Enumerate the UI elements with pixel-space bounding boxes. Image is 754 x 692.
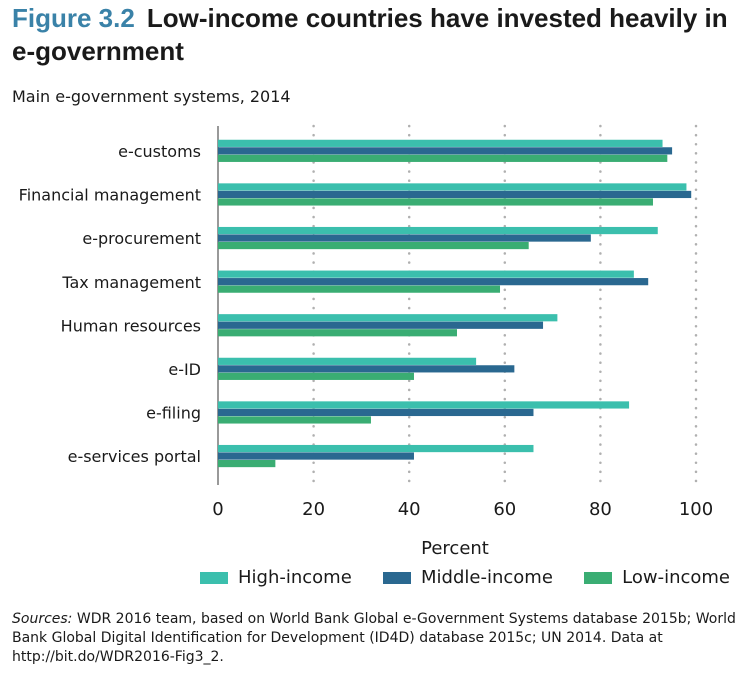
- bar: [218, 357, 477, 365]
- bar: [218, 329, 457, 337]
- bar: [218, 241, 529, 250]
- legend-item-middle-income: Middle-income: [383, 567, 553, 588]
- bar-chart: e-customs Financial management e-procureme…: [19, 124, 713, 559]
- bar: [218, 234, 591, 242]
- legend-item-high-income: High-income: [200, 567, 352, 588]
- source-label: Sources:: [12, 611, 73, 627]
- bar: [218, 278, 649, 286]
- legend-item-low-income: Low-income: [584, 567, 730, 588]
- bar: [218, 452, 414, 460]
- figure-title: Figure 3.2 Low-income countries have inve…: [12, 2, 747, 68]
- x-tick-label: 0: [212, 499, 223, 520]
- bar: [218, 321, 544, 329]
- category-label: e-ID: [168, 360, 201, 379]
- legend-label-middle-income: Middle-income: [421, 567, 553, 588]
- legend-label-low-income: Low-income: [622, 567, 730, 588]
- bar: [218, 314, 558, 322]
- bar: [218, 416, 371, 424]
- category-label: e-filing: [146, 404, 201, 423]
- bar: [218, 408, 534, 417]
- chart-legend: High-income Middle-income Low-income: [200, 567, 730, 588]
- category-label: Financial management: [19, 186, 201, 205]
- bar: [218, 372, 414, 380]
- bar: [218, 270, 634, 278]
- x-tick-label: 80: [589, 499, 612, 520]
- x-tick-label: 40: [398, 499, 421, 520]
- bar: [218, 459, 276, 468]
- bar: [218, 198, 653, 206]
- bar: [218, 365, 515, 373]
- legend-swatch-high-income: [200, 571, 228, 584]
- category-label: e-services portal: [68, 447, 201, 466]
- x-axis-label: Percent: [421, 538, 489, 559]
- figure-title-text: Low-income countries have invested heavi…: [12, 3, 728, 66]
- legend-swatch-middle-income: [383, 571, 412, 584]
- bar: [218, 401, 630, 409]
- bar: [218, 154, 668, 162]
- legend-label-high-income: High-income: [238, 567, 352, 588]
- bar: [218, 285, 501, 293]
- bar: [218, 226, 658, 235]
- bar: [218, 444, 534, 453]
- figure-label: Figure 3.2: [12, 3, 135, 33]
- chart-subtitle: Main e-government systems, 2014: [12, 87, 291, 106]
- bar: [218, 147, 673, 155]
- source-text: WDR 2016 team, based on World Bank Globa…: [12, 611, 736, 665]
- category-label: e-customs: [118, 142, 201, 161]
- category-label: Human resources: [61, 316, 201, 335]
- x-tick-label: 100: [679, 499, 713, 520]
- category-label: e-procurement: [82, 229, 201, 248]
- bar: [218, 139, 663, 147]
- x-tick-label: 60: [493, 499, 516, 520]
- source-note: Sources: WDR 2016 team, based on World B…: [12, 610, 747, 667]
- bar: [218, 183, 687, 191]
- x-tick-label: 20: [302, 499, 325, 520]
- legend-swatch-low-income: [584, 571, 613, 584]
- category-label: Tax management: [61, 273, 201, 292]
- bar: [218, 190, 692, 199]
